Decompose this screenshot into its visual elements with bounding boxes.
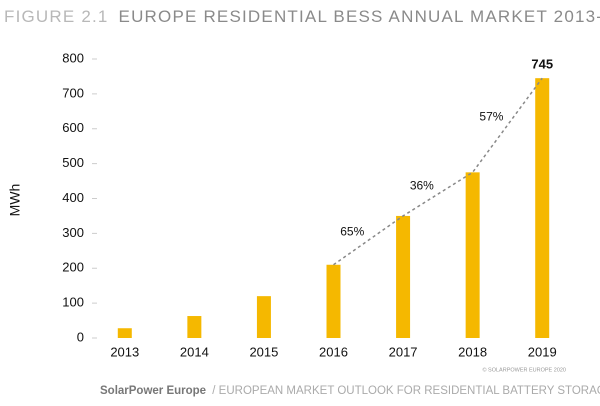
growth-label: 36% (410, 178, 434, 192)
y-tick-label: 500 (62, 155, 84, 170)
growth-label: 57% (479, 109, 503, 123)
y-tick-label: 300 (62, 225, 84, 240)
x-tick-label: 2019 (528, 344, 557, 359)
x-tick-label: 2017 (389, 344, 418, 359)
source-brand: SolarPower Europe (100, 385, 206, 397)
x-tick-label: 2015 (249, 344, 278, 359)
bar (396, 215, 411, 338)
x-tick-label: 2018 (458, 344, 487, 359)
title-text: EUROPE RESIDENTIAL BESS ANNUAL MARKET 20… (119, 7, 600, 26)
y-tick-label: 600 (62, 120, 84, 135)
y-tick-label: 700 (62, 85, 84, 100)
x-tick-label: 2016 (319, 344, 348, 359)
y-tick-label: 400 (62, 190, 84, 205)
copyright: © SOLARPOWER EUROPE 2020 (482, 366, 566, 373)
bar (187, 316, 202, 338)
bar (326, 264, 341, 338)
y-tick-label: 0 (77, 329, 84, 344)
y-tick-label: 200 (62, 260, 84, 275)
chart-title: FIGURE 2.1 EUROPE RESIDENTIAL BESS ANNUA… (4, 7, 600, 26)
bar (117, 328, 132, 338)
bar (465, 172, 480, 338)
y-axis-label: MWh (7, 184, 23, 217)
value-label: 745 (531, 57, 553, 72)
source-text: / EUROPEAN MARKET OUTLOOK FOR RESIDENTIA… (212, 385, 600, 397)
source: SolarPower Europe / EUROPEAN MARKET OUTL… (100, 385, 600, 397)
bar (535, 78, 550, 339)
growth-label: 65% (340, 225, 364, 239)
y-tick-label: 100 (62, 295, 84, 310)
trend-line (333, 77, 543, 266)
x-tick-label: 2014 (180, 344, 209, 359)
bar (256, 296, 271, 338)
y-tick-label: 800 (62, 50, 84, 65)
figure-number: FIGURE 2.1 (4, 7, 109, 26)
x-tick-label: 2013 (110, 344, 139, 359)
